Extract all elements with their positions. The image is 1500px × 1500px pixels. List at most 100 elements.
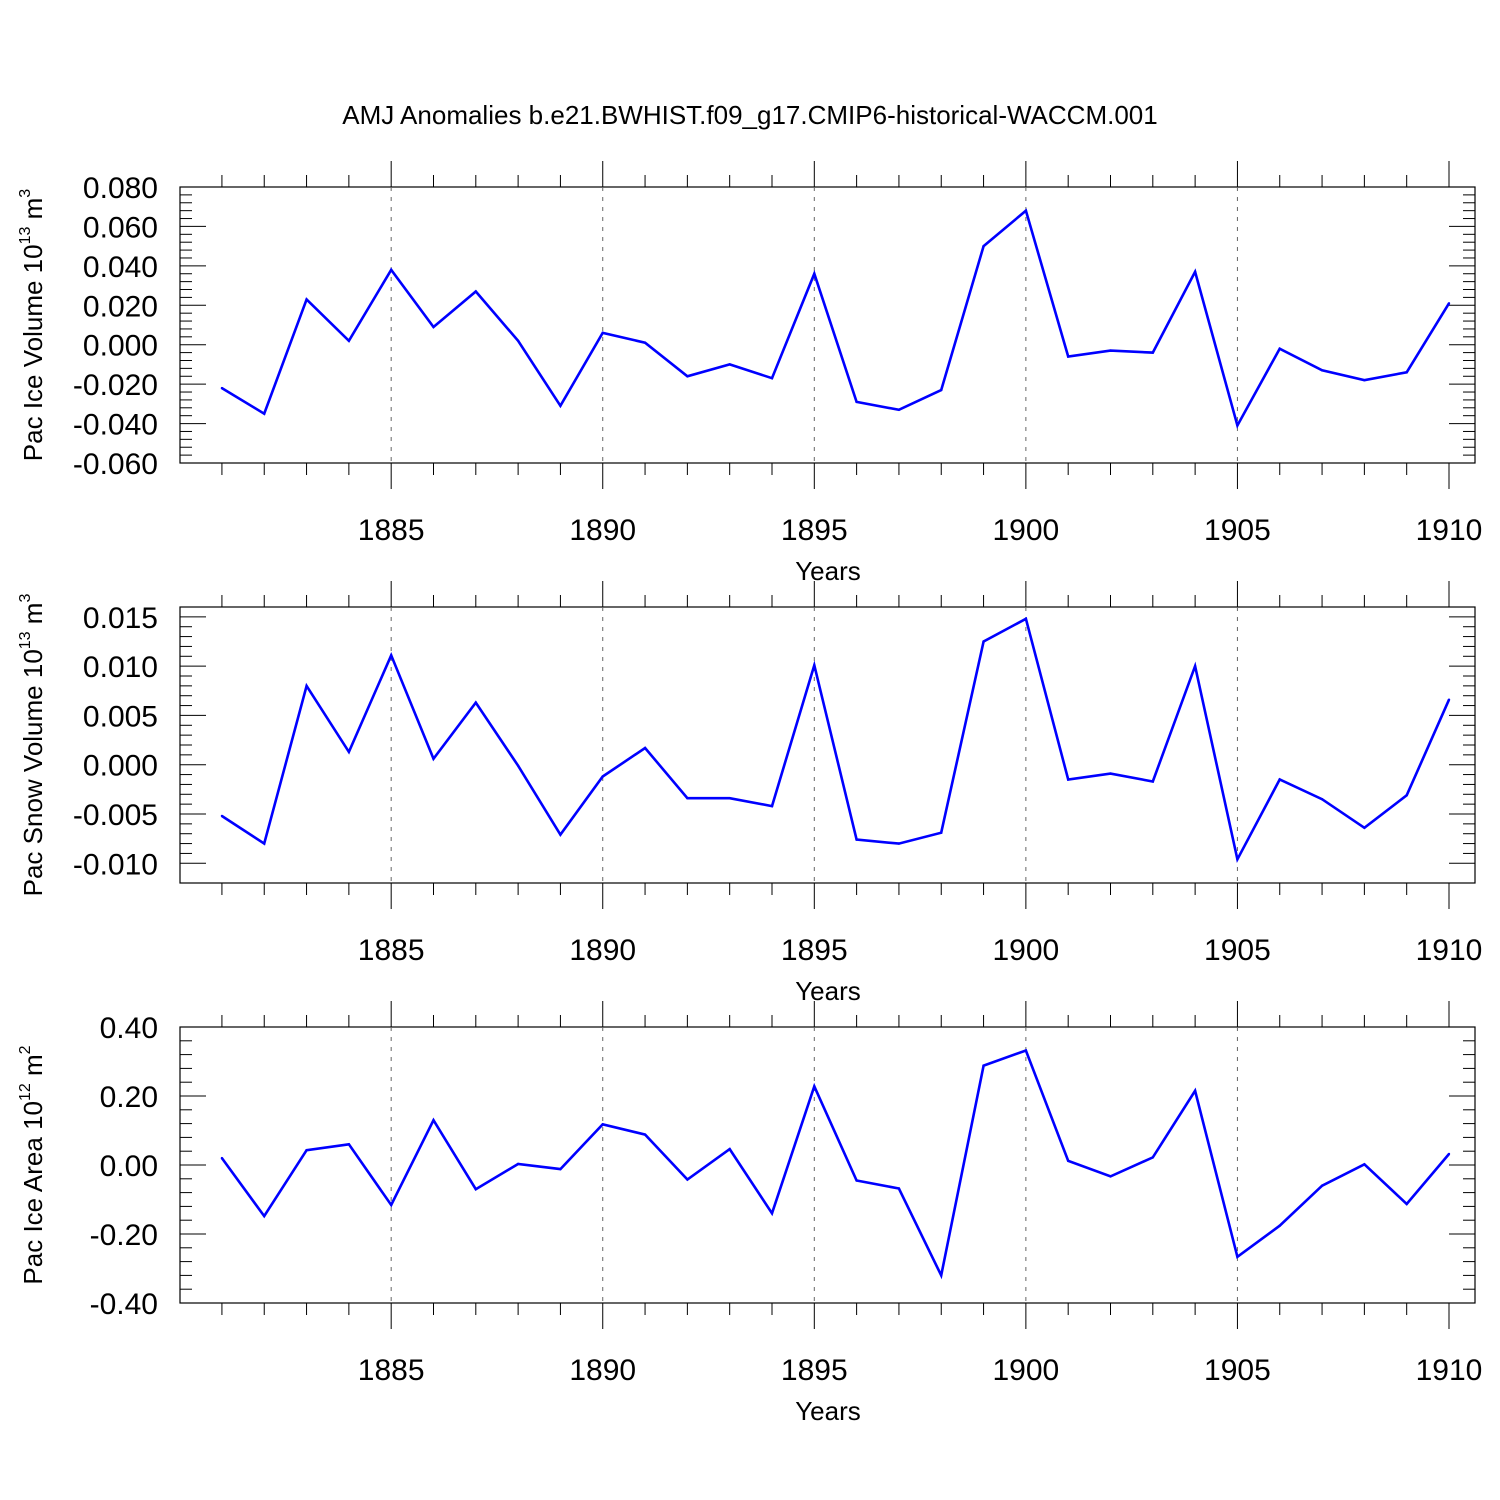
y-tick-label: -0.060 bbox=[73, 448, 158, 481]
data-point bbox=[516, 339, 520, 342]
series-line bbox=[221, 208, 1451, 429]
data-point bbox=[813, 272, 816, 275]
data-point bbox=[305, 1148, 308, 1152]
data-point bbox=[263, 1214, 266, 1218]
data-point bbox=[347, 750, 351, 754]
y-axis-title: Pac Ice Volume 1013 m3 bbox=[17, 189, 48, 462]
data-point bbox=[897, 1187, 901, 1190]
data-point bbox=[220, 814, 224, 818]
plot-frame bbox=[179, 1026, 1476, 1304]
x-tick-label: 1890 bbox=[569, 1354, 636, 1387]
data-point bbox=[1278, 778, 1281, 781]
data-point bbox=[516, 764, 520, 767]
data-point bbox=[686, 375, 689, 378]
x-tick-label: 1905 bbox=[1204, 514, 1271, 547]
plot-frame bbox=[179, 186, 1476, 464]
data-point bbox=[855, 838, 858, 841]
y-tick-label: -0.040 bbox=[73, 409, 158, 442]
data-point bbox=[982, 1064, 985, 1067]
y-tick-label: 0.080 bbox=[83, 172, 158, 205]
data-point bbox=[1447, 1152, 1451, 1156]
data-point bbox=[1024, 1049, 1028, 1052]
data-point bbox=[855, 1179, 858, 1182]
data-point bbox=[1447, 698, 1451, 701]
data-point bbox=[305, 298, 308, 301]
x-tick-label: 1895 bbox=[781, 514, 848, 547]
panel-2: -0.010 -0.005 0.000 0.005 0.010 0.015 1885 1890… bbox=[17, 581, 1482, 1006]
data-point bbox=[1151, 1156, 1155, 1159]
data-point bbox=[770, 804, 774, 808]
data-point bbox=[601, 775, 604, 778]
data-point bbox=[813, 663, 816, 667]
x-tick-label: 1885 bbox=[358, 1354, 425, 1387]
x-tick-label: 1895 bbox=[781, 1354, 848, 1387]
y-tick-label: -0.40 bbox=[90, 1288, 158, 1321]
data-point bbox=[220, 1156, 224, 1160]
data-point bbox=[1236, 424, 1239, 427]
x-tick-label: 1900 bbox=[992, 1354, 1059, 1387]
x-tick-label: 1885 bbox=[358, 934, 425, 967]
data-point bbox=[728, 363, 731, 366]
y-tick-label: 0.015 bbox=[83, 602, 158, 635]
data-point bbox=[1193, 270, 1197, 273]
x-tick-label: 1895 bbox=[781, 934, 848, 967]
data-point bbox=[1447, 302, 1451, 305]
y-tick-label: 0.00 bbox=[100, 1150, 158, 1183]
series-line bbox=[221, 616, 1451, 864]
data-point bbox=[389, 268, 393, 271]
data-point bbox=[1405, 794, 1408, 797]
data-point bbox=[643, 341, 647, 344]
y-tick-label: -0.020 bbox=[73, 369, 158, 402]
data-point bbox=[1278, 1224, 1281, 1227]
y-tick-label: -0.20 bbox=[90, 1219, 158, 1252]
data-point bbox=[1066, 1159, 1070, 1163]
panels: -0.060 -0.040 -0.020 0.000 0.020 0.040 0.060 0.… bbox=[17, 161, 1482, 1426]
data-point bbox=[1109, 772, 1112, 775]
data-point bbox=[1109, 1175, 1112, 1178]
data-point bbox=[347, 339, 351, 342]
data-point bbox=[1193, 664, 1197, 668]
data-point bbox=[1405, 371, 1408, 374]
data-point bbox=[1066, 355, 1070, 358]
data-point bbox=[855, 400, 858, 404]
data-point bbox=[432, 325, 435, 329]
plot-frame bbox=[179, 606, 1476, 884]
data-point bbox=[432, 1118, 435, 1122]
data-point bbox=[1024, 617, 1028, 621]
data-point bbox=[686, 797, 689, 800]
x-tick-label: 1905 bbox=[1204, 934, 1271, 967]
data-point bbox=[559, 833, 562, 836]
x-tick-label: 1890 bbox=[569, 934, 636, 967]
data-point bbox=[559, 404, 562, 408]
series-line bbox=[220, 1048, 1450, 1280]
y-tick-label: 0.010 bbox=[83, 651, 158, 684]
data-point bbox=[813, 1085, 816, 1088]
x-axis-title: Years bbox=[795, 1396, 861, 1426]
data-point bbox=[982, 244, 985, 248]
data-point bbox=[728, 797, 731, 800]
y-tick-label: 0.20 bbox=[100, 1081, 158, 1114]
y-tick-label: 0.005 bbox=[83, 700, 158, 733]
x-tick-label: 1900 bbox=[992, 514, 1059, 547]
data-point bbox=[728, 1147, 731, 1151]
data-point bbox=[897, 842, 901, 845]
y-tick-label: -0.010 bbox=[73, 848, 158, 881]
data-point bbox=[940, 388, 943, 392]
x-axis-title: Years bbox=[795, 556, 861, 586]
y-tick-label: 0.40 bbox=[100, 1012, 158, 1045]
data-point bbox=[1151, 780, 1155, 783]
data-point bbox=[643, 1133, 647, 1136]
y-axis-title: Pac Snow Volume 1013 m3 bbox=[17, 594, 48, 897]
y-tick-label: 0.000 bbox=[83, 750, 158, 783]
data-point bbox=[1066, 778, 1070, 781]
data-point bbox=[1024, 209, 1028, 212]
data-point bbox=[1278, 347, 1281, 350]
data-point bbox=[1236, 1255, 1239, 1258]
data-point bbox=[643, 746, 647, 750]
x-tick-label: 1910 bbox=[1416, 514, 1483, 547]
data-point bbox=[1320, 1184, 1324, 1187]
data-point bbox=[305, 684, 308, 688]
data-point bbox=[601, 1123, 604, 1126]
data-point bbox=[1109, 349, 1112, 352]
